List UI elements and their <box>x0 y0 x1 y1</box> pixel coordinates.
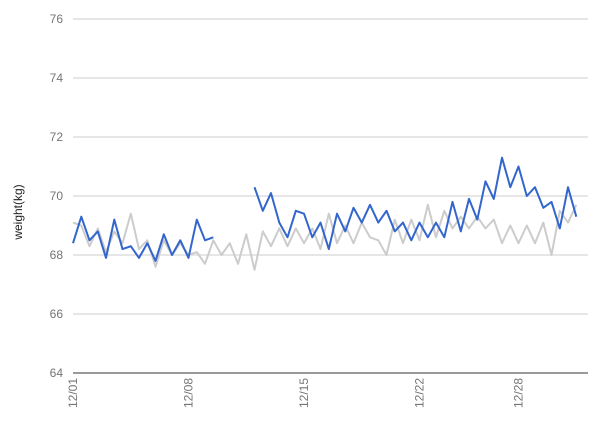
y-tick-label: 76 <box>50 12 64 26</box>
y-tick-label: 74 <box>50 71 64 85</box>
x-tick-label: 12/28 <box>512 378 526 408</box>
x-tick-label: 12/01 <box>66 378 80 408</box>
y-tick-label: 64 <box>50 366 64 380</box>
x-tick-label: 12/08 <box>182 378 196 408</box>
series-0-line <box>72 215 214 262</box>
y-tick-label: 68 <box>50 248 64 262</box>
y-axis-title: weight(kg) <box>11 184 25 240</box>
y-tick-label: 70 <box>50 189 64 203</box>
gridlines <box>73 18 588 374</box>
y-axis-ticks: 64 66 68 70 72 74 76 <box>50 12 64 380</box>
series-0-line <box>253 156 578 251</box>
y-tick-label: 66 <box>50 307 64 321</box>
x-axis-ticks: 12/01 12/08 12/15 12/22 12/28 <box>66 378 526 408</box>
series-lines <box>72 156 578 271</box>
x-tick-label: 12/22 <box>413 378 427 408</box>
y-tick-label: 72 <box>50 130 64 144</box>
x-tick-label: 12/15 <box>297 378 311 408</box>
series-1-line <box>72 203 578 271</box>
